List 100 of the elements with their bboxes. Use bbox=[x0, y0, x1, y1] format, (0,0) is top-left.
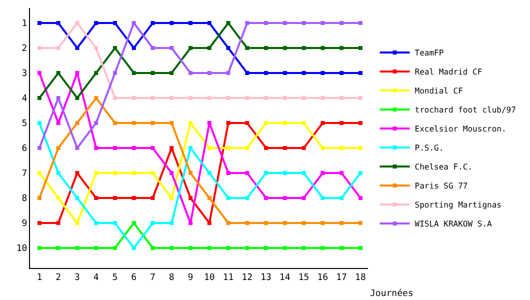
point bbox=[150, 196, 155, 200]
point bbox=[132, 71, 136, 75]
point bbox=[282, 96, 287, 100]
point bbox=[358, 246, 362, 250]
point bbox=[340, 96, 344, 100]
point bbox=[94, 71, 98, 75]
x-tick-label: 1 bbox=[36, 272, 42, 283]
point bbox=[75, 196, 80, 200]
y-tick-label: 8 bbox=[22, 194, 28, 204]
point bbox=[282, 121, 287, 125]
point bbox=[188, 221, 192, 225]
point bbox=[282, 21, 287, 25]
point bbox=[150, 171, 155, 175]
point bbox=[264, 46, 268, 50]
point bbox=[226, 171, 230, 175]
point bbox=[170, 121, 174, 125]
point bbox=[264, 221, 268, 225]
point bbox=[282, 246, 287, 250]
x-tick-label: 5 bbox=[112, 272, 118, 283]
x-tick-label: 4 bbox=[93, 272, 99, 283]
point bbox=[226, 196, 230, 200]
point bbox=[56, 96, 60, 100]
point bbox=[150, 146, 155, 150]
point bbox=[340, 146, 344, 150]
point bbox=[188, 21, 192, 25]
point bbox=[170, 71, 174, 75]
point bbox=[282, 196, 287, 200]
point bbox=[320, 246, 325, 250]
legend-label: Sporting Martignas bbox=[414, 200, 502, 210]
x-tick-label: 15 bbox=[298, 272, 310, 283]
legend-label: P.S.G. bbox=[414, 144, 444, 153]
point bbox=[170, 221, 174, 225]
point bbox=[264, 171, 268, 175]
point bbox=[302, 21, 306, 25]
point bbox=[75, 121, 80, 125]
point bbox=[132, 121, 136, 125]
point bbox=[264, 146, 268, 150]
point bbox=[94, 196, 98, 200]
point bbox=[320, 221, 325, 225]
point bbox=[188, 246, 192, 250]
point bbox=[226, 96, 230, 100]
point bbox=[245, 21, 250, 25]
x-tick-label: 13 bbox=[260, 272, 272, 283]
point bbox=[75, 71, 80, 75]
point bbox=[37, 96, 42, 100]
point bbox=[245, 246, 250, 250]
point bbox=[245, 196, 250, 200]
point bbox=[264, 121, 268, 125]
point bbox=[94, 171, 98, 175]
y-tick-label: 5 bbox=[22, 119, 28, 130]
point bbox=[56, 171, 60, 175]
point bbox=[226, 46, 230, 50]
x-tick-label: 8 bbox=[168, 272, 174, 283]
point bbox=[282, 46, 287, 50]
point bbox=[150, 46, 155, 50]
point bbox=[56, 246, 60, 250]
point bbox=[56, 196, 60, 200]
point bbox=[358, 71, 362, 75]
point bbox=[75, 221, 80, 225]
point bbox=[132, 96, 136, 100]
point bbox=[340, 71, 344, 75]
point bbox=[188, 46, 192, 50]
point bbox=[302, 246, 306, 250]
point bbox=[112, 221, 117, 225]
x-tick-label: 3 bbox=[74, 272, 80, 283]
x-tick-label: 11 bbox=[222, 272, 234, 283]
point bbox=[302, 146, 306, 150]
point bbox=[112, 121, 117, 125]
point bbox=[170, 246, 174, 250]
point bbox=[150, 221, 155, 225]
y-tick-label: 10 bbox=[16, 244, 28, 254]
y-tick-label: 4 bbox=[22, 94, 28, 104]
point bbox=[188, 96, 192, 100]
point bbox=[188, 196, 192, 200]
x-axis-title: Journées bbox=[370, 288, 414, 299]
point bbox=[320, 46, 325, 50]
point bbox=[37, 71, 42, 75]
point bbox=[226, 121, 230, 125]
point bbox=[340, 196, 344, 200]
point bbox=[75, 96, 80, 100]
legend-label: WISLA KRAKOW S.A bbox=[414, 220, 492, 229]
point bbox=[320, 71, 325, 75]
x-tick-label: 6 bbox=[131, 272, 137, 283]
point bbox=[245, 171, 250, 175]
point bbox=[302, 71, 306, 75]
point bbox=[94, 121, 98, 125]
point bbox=[358, 196, 362, 200]
y-tick-label: 9 bbox=[22, 219, 28, 230]
point bbox=[132, 221, 136, 225]
point bbox=[302, 221, 306, 225]
point bbox=[150, 121, 155, 125]
x-tick-label: 14 bbox=[280, 272, 290, 283]
point bbox=[245, 146, 250, 150]
point bbox=[94, 46, 98, 50]
point bbox=[132, 146, 136, 150]
legend-label: Mondial CF bbox=[414, 86, 464, 96]
point bbox=[207, 96, 212, 100]
point bbox=[112, 71, 117, 75]
point bbox=[37, 146, 42, 150]
point bbox=[150, 21, 155, 25]
